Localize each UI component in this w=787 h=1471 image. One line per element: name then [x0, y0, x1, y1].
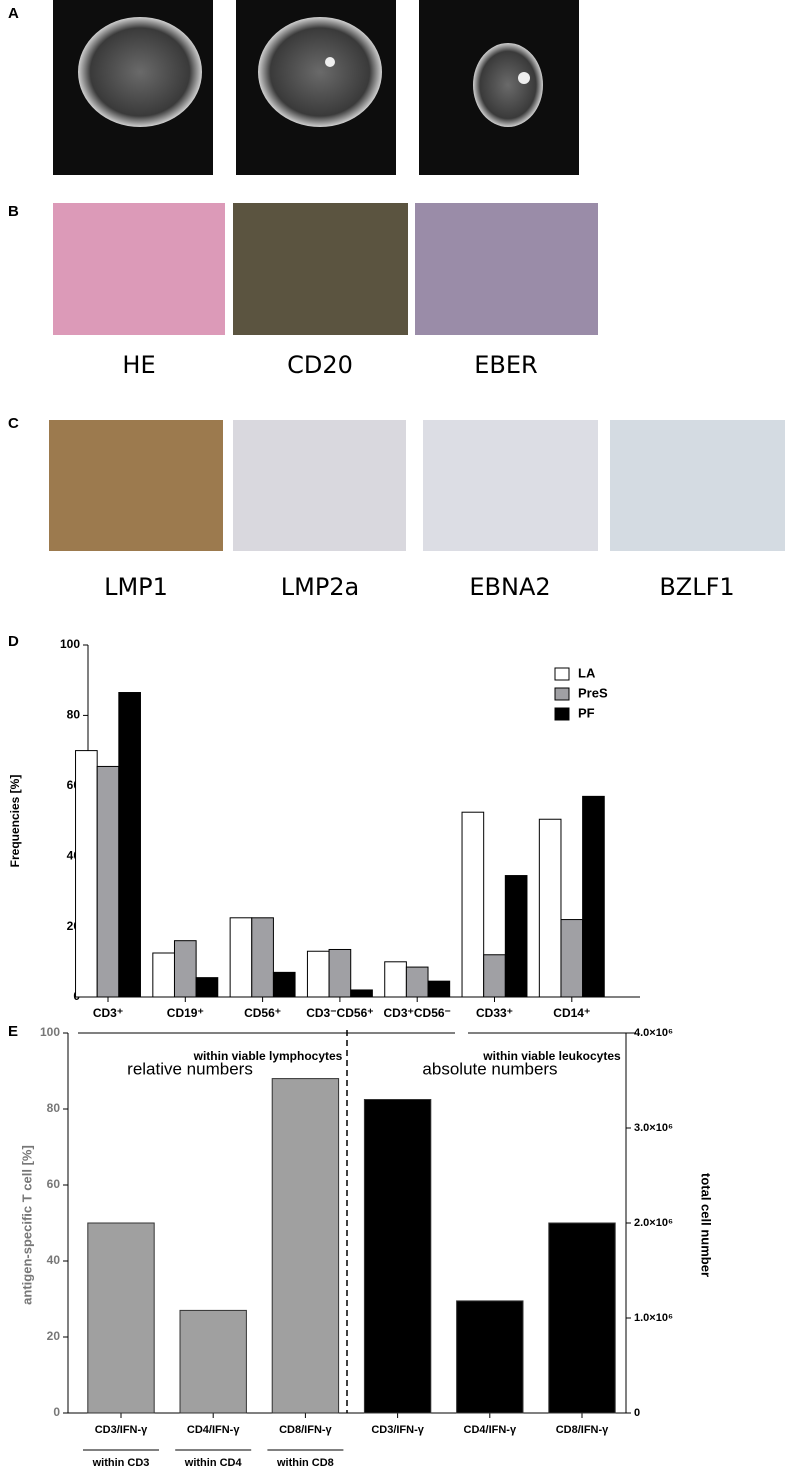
bar	[548, 1222, 616, 1414]
mri-images	[53, 0, 579, 175]
x-tick-label: CD3⁺	[93, 1006, 123, 1020]
x-tick-label: CD19⁺	[167, 1006, 204, 1020]
y2-tick-label: 0	[634, 1407, 640, 1419]
x-tick-label: CD3/IFN-γ	[371, 1424, 424, 1436]
y-tick-label: 20	[47, 1329, 61, 1343]
histology-image	[233, 420, 406, 551]
mri-head	[258, 17, 382, 127]
panel-label: A	[8, 5, 19, 22]
image-caption: CD20	[287, 351, 353, 379]
y2-tick-label: 2.0×10⁶	[634, 1217, 673, 1229]
y-axis-label: antigen-specific T cell [%]	[19, 1145, 34, 1305]
x-tick-label: CD33⁺	[476, 1006, 513, 1020]
group-label: within viable leukocytes	[482, 1049, 621, 1063]
y2-tick-label: 3.0×10⁶	[634, 1122, 673, 1134]
histology-image	[53, 203, 225, 335]
image-caption: HE	[122, 351, 155, 379]
y-tick-label: 80	[67, 708, 81, 722]
bar	[456, 1300, 524, 1414]
panel-label: C	[8, 415, 19, 432]
bar	[195, 977, 219, 998]
histology-image	[415, 203, 598, 335]
mri-head	[78, 17, 202, 127]
y-tick-label: 60	[47, 1177, 61, 1191]
histology-image	[610, 420, 785, 551]
bar	[96, 765, 120, 998]
bar	[75, 750, 98, 998]
bar	[405, 966, 429, 998]
bar	[350, 989, 373, 998]
x-tick-label: CD8/IFN-γ	[279, 1424, 332, 1436]
histology-image	[49, 420, 223, 551]
y-tick-label: 0	[53, 1405, 60, 1419]
bar	[560, 919, 584, 998]
annotation: relative numbers	[127, 1059, 253, 1078]
legend-swatch	[554, 667, 570, 681]
y-tick-label: 40	[47, 1253, 61, 1267]
x-tick-label: CD3/IFN-γ	[95, 1424, 148, 1436]
image-caption: LMP2a	[281, 573, 360, 601]
legend-label: LA	[578, 665, 596, 680]
bar	[538, 818, 562, 998]
bar	[87, 1222, 155, 1414]
bar	[461, 811, 485, 998]
x-tick-label: CD56⁺	[244, 1006, 281, 1020]
bar	[251, 917, 274, 998]
bar	[483, 954, 506, 998]
histology-image	[423, 420, 598, 551]
group-label: within viable lymphocytes	[193, 1049, 343, 1063]
annotation: absolute numbers	[422, 1059, 557, 1078]
y-axis-label: Frequencies [%]	[8, 775, 22, 868]
image-caption: EBER	[474, 351, 537, 379]
category-note: within CD4	[184, 1457, 243, 1469]
y-tick-label: 80	[47, 1101, 61, 1115]
bar	[152, 952, 175, 998]
x-tick-label: CD4/IFN-γ	[464, 1424, 517, 1436]
bar	[118, 692, 141, 998]
image-caption: BZLF1	[659, 573, 734, 601]
y-tick-label: 100	[60, 637, 80, 651]
y2-tick-label: 1.0×10⁶	[634, 1312, 673, 1324]
panel-label: B	[8, 203, 19, 220]
bar	[306, 950, 330, 998]
lesion	[325, 57, 335, 67]
bar	[271, 1078, 340, 1414]
bar	[229, 917, 253, 998]
legend-label: PreS	[578, 685, 608, 700]
category-note: within CD8	[276, 1457, 334, 1469]
legend-swatch	[554, 707, 570, 721]
bar	[272, 971, 296, 998]
image-caption: LMP1	[104, 573, 168, 601]
legend-swatch	[554, 687, 570, 701]
bar	[384, 961, 407, 998]
bar	[504, 875, 528, 998]
bar	[173, 940, 197, 998]
x-tick-label: CD14⁺	[553, 1006, 590, 1020]
y-tick-label: 100	[40, 1025, 60, 1039]
image-caption: EBNA2	[469, 573, 550, 601]
category-note: within CD3	[92, 1457, 150, 1469]
x-tick-label: CD4/IFN-γ	[187, 1424, 240, 1436]
mri-head	[473, 43, 543, 127]
lesion	[518, 72, 530, 84]
bar	[582, 795, 605, 998]
bar	[179, 1309, 247, 1414]
y2-axis-label: total cell number	[699, 1173, 714, 1277]
legend-label: PF	[578, 705, 595, 720]
x-tick-label: CD3⁺CD56⁻	[384, 1006, 451, 1020]
bar	[328, 948, 352, 998]
panel-label: D	[8, 633, 19, 650]
bar	[363, 1099, 432, 1414]
bar	[427, 980, 451, 998]
x-tick-label: CD3⁻CD56⁺	[306, 1006, 373, 1020]
panel-label: E	[8, 1023, 18, 1040]
x-tick-label: CD8/IFN-γ	[556, 1424, 609, 1436]
histology-image	[233, 203, 408, 335]
y2-tick-label: 4.0×10⁶	[634, 1027, 673, 1039]
